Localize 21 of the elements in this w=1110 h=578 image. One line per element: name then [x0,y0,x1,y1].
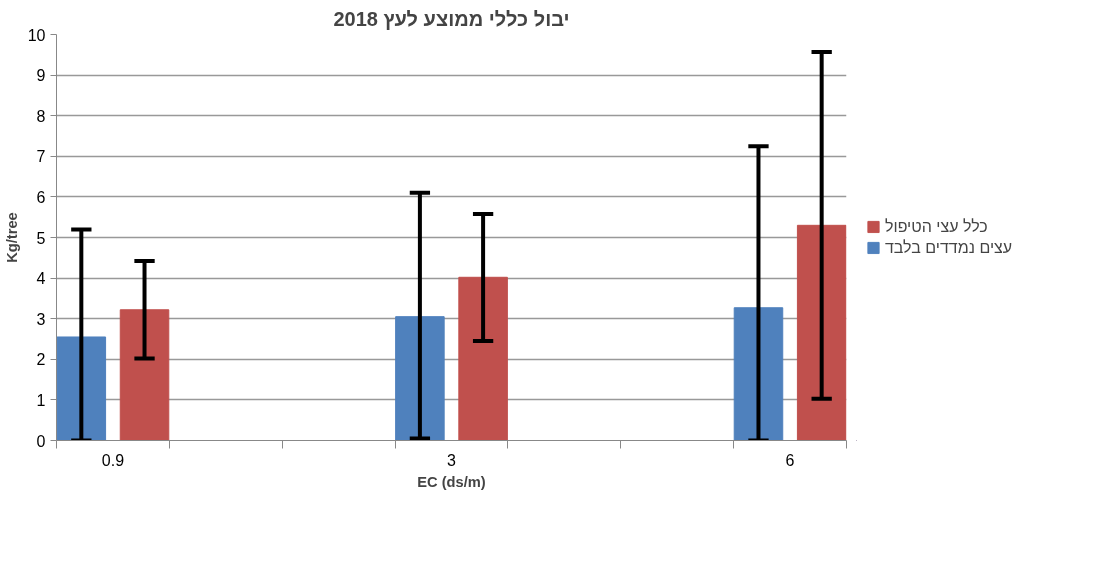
x-tick-label: 0.9 [101,451,125,469]
y-tick-label: 8 [36,107,46,125]
bar [119,309,170,441]
x-tick-label: 6 [785,451,795,469]
legend-label: עצים נמדדים בלבד [885,238,1013,257]
y-tick-label: 3 [36,310,46,328]
y-tick-label: 7 [36,148,46,166]
legend-label: כלל עצי הטיפול [885,217,988,236]
chart-title: יבול כללי ממוצע לעץ 2018 [333,7,570,30]
y-axis-title: Kg/tree [3,212,20,263]
x-axis-title: EC (ds/m) [417,473,486,490]
x-tick-label: 3 [447,451,457,469]
bar [458,276,508,441]
y-tick-label: 2 [36,351,46,369]
y-tick-label: 10 [27,26,46,44]
y-tick-label: 6 [36,188,46,206]
y-tick-label: 4 [36,270,46,288]
y-tick-label: 9 [36,67,46,85]
y-tick-label: 1 [36,391,46,409]
y-tick-label: 5 [36,229,46,247]
y-tick-label: 0 [36,432,46,450]
